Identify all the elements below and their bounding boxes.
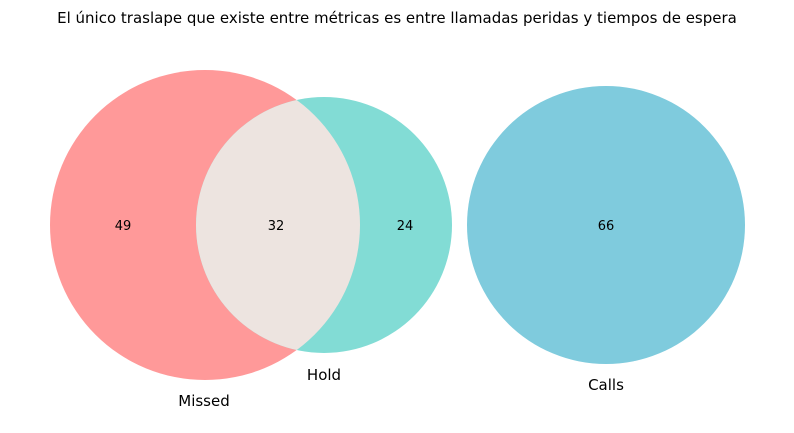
count-missed-only: 49 [115, 219, 132, 234]
circle-calls [467, 86, 745, 364]
count-missed-and-hold: 32 [268, 219, 285, 234]
label-missed: Missed [178, 392, 230, 410]
label-hold: Hold [307, 366, 341, 384]
intersection-missed-hold [196, 97, 360, 353]
label-calls: Calls [588, 376, 624, 394]
count-calls-only: 66 [598, 219, 615, 234]
count-hold-only: 24 [397, 219, 414, 234]
chart-title: El único traslape que existe entre métri… [57, 9, 737, 27]
